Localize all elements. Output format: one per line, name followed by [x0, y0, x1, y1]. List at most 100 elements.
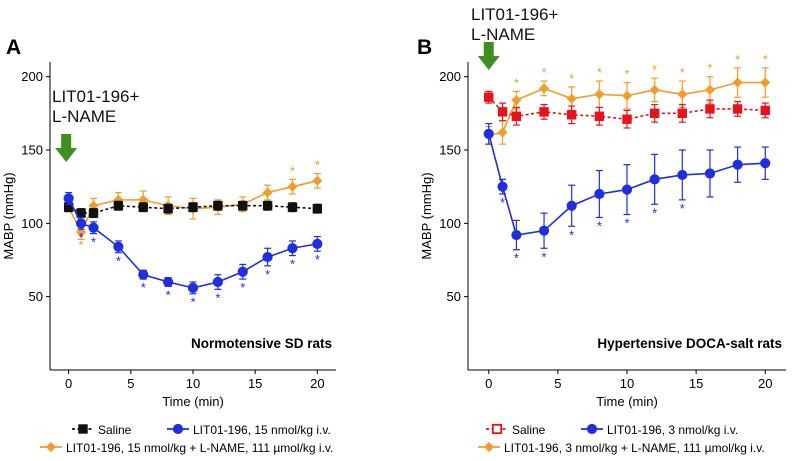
significance-star: * [569, 71, 574, 86]
data-point [621, 184, 633, 195]
data-point [649, 108, 660, 119]
x-tick-label: 15 [689, 376, 703, 391]
data-point [76, 227, 87, 238]
significance-star: * [624, 216, 629, 231]
data-point [732, 104, 743, 114]
data-point [238, 201, 248, 211]
x-tick-label: 0 [485, 376, 492, 391]
data-point [262, 251, 273, 263]
legend-label: LIT01-196, 15 nmol/kg i.v. [193, 423, 331, 437]
data-point [138, 202, 148, 212]
panel-letter: A [6, 36, 21, 59]
significance-star: * [116, 254, 121, 269]
data-point [594, 188, 605, 200]
significance-star: * [652, 62, 657, 77]
x-axis-label: Time (min) [162, 394, 224, 409]
significance-star: * [542, 249, 547, 264]
legend-item: LIT01-196, 15 nmol/kg i.v. [167, 423, 331, 437]
data-point [63, 193, 74, 204]
significance-star: * [597, 218, 602, 233]
significance-star: * [680, 65, 685, 80]
significance-star: * [680, 201, 685, 216]
data-point [287, 202, 298, 212]
y-tick-label: 100 [439, 216, 461, 231]
significance-star: * [763, 52, 768, 67]
annotation-text: L-NAME [52, 107, 116, 126]
data-point [312, 203, 323, 214]
data-point [649, 84, 660, 95]
arrow-down-icon [55, 134, 78, 162]
significance-star: * [500, 195, 505, 210]
significance-star: * [514, 251, 519, 266]
data-point [287, 181, 298, 192]
chart-title: Hypertensive DOCA-salt rats [597, 336, 782, 351]
x-tick-label: 20 [758, 376, 772, 391]
series-1 [63, 200, 323, 219]
legend-swatch-marker [491, 423, 503, 435]
significance-star: * [514, 75, 519, 90]
data-point [511, 229, 522, 241]
data-point [704, 84, 716, 95]
data-point [760, 77, 771, 88]
significance-star: * [735, 52, 740, 67]
legend-item: Saline [72, 423, 132, 437]
y-tick-label: 200 [21, 69, 43, 84]
legend-label: LIT01-196, 3 nmol/kg + L-NAME, 111 µmol/… [504, 441, 765, 455]
legend: Saline LIT01-196, 15 nmol/kg i.v. LIT01-19… [40, 423, 333, 455]
legend-item: LIT01-196, 15 nmol/kg + L-NAME, 111 µmol… [40, 441, 333, 455]
data-point [621, 90, 633, 101]
x-tick-label: 20 [310, 376, 324, 391]
legend-item: LIT01-196, 3 nmol/kg i.v. [581, 423, 738, 437]
data-point [483, 128, 494, 139]
x-tick-label: 0 [65, 376, 72, 391]
data-point [312, 238, 323, 249]
data-point [566, 110, 577, 120]
data-point [262, 187, 273, 198]
data-point [237, 266, 248, 277]
data-point [497, 181, 508, 192]
data-point [497, 127, 508, 138]
data-point [732, 159, 743, 170]
significance-star: * [215, 290, 220, 305]
significance-star: * [265, 267, 270, 282]
legend-label: Saline [512, 423, 546, 437]
series-2: * *** * * **** * [63, 191, 323, 310]
data-point [538, 225, 550, 236]
significance-star: * [91, 235, 96, 250]
data-point [566, 200, 577, 211]
data-point [287, 243, 298, 254]
legend-label: LIT01-196, 15 nmol/kg + L-NAME, 111 µmol… [66, 441, 333, 455]
y-tick-label: 100 [21, 216, 43, 231]
data-point [677, 108, 688, 119]
data-point [138, 269, 149, 280]
significance-star: * [315, 157, 320, 172]
significance-star: * [141, 280, 146, 295]
x-tick-label: 5 [554, 376, 561, 391]
data-point [538, 83, 550, 94]
data-point [677, 89, 688, 100]
annotation-text: LIT01-196+ [52, 87, 139, 106]
data-point [212, 276, 223, 288]
significance-star: * [597, 65, 602, 80]
chart-panel-b: B 50 100 150 200 0 5 10 15 20 Time (min) MABP (mmHg… [417, 5, 786, 455]
data-point [539, 107, 549, 117]
legend-swatch-marker [45, 441, 57, 453]
data-point [188, 202, 198, 212]
chart-title: Normotensive SD rats [191, 336, 332, 351]
series-line [488, 96, 766, 121]
data-point [113, 201, 124, 211]
data-point [75, 218, 87, 229]
x-tick-label: 15 [248, 376, 262, 391]
data-point [213, 201, 223, 211]
y-tick-label: 200 [439, 69, 461, 84]
x-tick-label: 5 [127, 376, 134, 391]
data-point [187, 282, 199, 293]
legend-swatch-marker [78, 424, 88, 434]
significance-star: * [569, 227, 574, 242]
y-tick-label: 50 [447, 289, 461, 304]
annotation-text: L-NAME [471, 25, 535, 44]
y-axis-label: MABP (mmHg) [1, 172, 16, 259]
y-tick-label: 150 [439, 143, 461, 158]
data-point [484, 92, 494, 102]
